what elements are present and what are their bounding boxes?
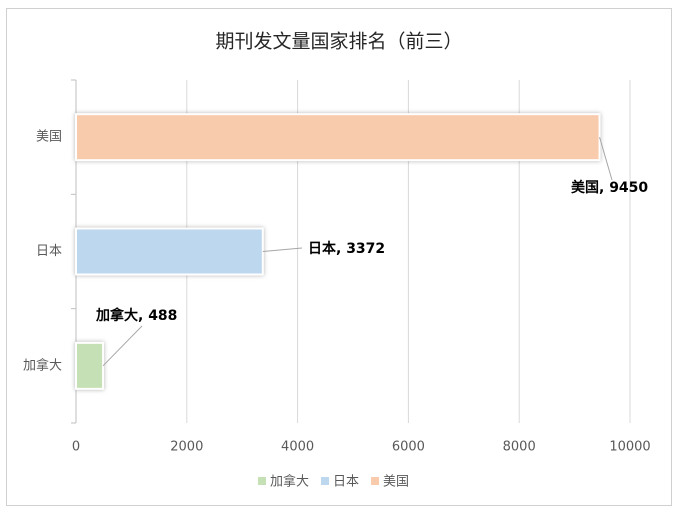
y-tick-label: 日本: [36, 244, 62, 259]
leader-line: [262, 247, 303, 252]
leader-line: [102, 325, 143, 367]
data-label: 日本, 3372: [308, 240, 385, 257]
x-tick-label: 0: [72, 440, 80, 455]
bar: [75, 227, 264, 276]
legend-label: 日本: [333, 475, 359, 490]
y-tick-label: 加拿大: [23, 357, 62, 373]
bar: [75, 341, 105, 390]
legend-label: 加拿大: [270, 474, 309, 490]
x-tick-label: 2000: [170, 440, 203, 455]
legend-swatch: [321, 477, 330, 485]
data-label: 加拿大, 488: [95, 307, 177, 324]
leader-line: [599, 137, 613, 181]
x-tick-label: 8000: [503, 440, 536, 455]
data-label: 美国, 9450: [571, 179, 648, 196]
x-tick-label: 6000: [392, 440, 425, 455]
legend-swatch: [371, 477, 380, 485]
x-tick-label: 4000: [281, 440, 314, 455]
chart-title: 期刊发文量国家排名（前三）: [215, 31, 462, 53]
legend-label: 美国: [383, 475, 409, 490]
x-tick-label: 10000: [609, 440, 650, 455]
bar: [75, 113, 601, 162]
y-tick-label: 美国: [36, 130, 62, 145]
legend-swatch: [258, 477, 266, 485]
